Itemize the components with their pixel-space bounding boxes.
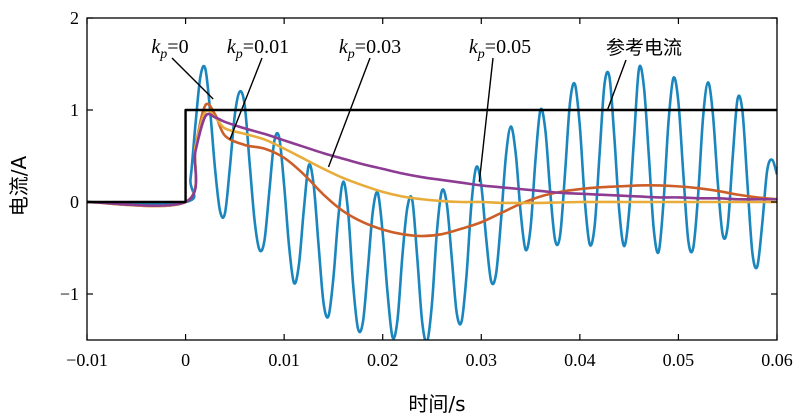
annotation-label: kp=0.05 (469, 36, 531, 62)
x-axis-label: 时间/s (408, 392, 465, 416)
annotations: kp=0 kp=0.01 kp=0.03 kp=0.05 参考电流 (151, 36, 682, 182)
y-tick-label: 1 (70, 100, 79, 120)
x-tick-label: 0.01 (268, 350, 300, 370)
series-line-参考电流 (87, 108, 777, 204)
annotation-leader (229, 57, 263, 140)
annotation-label: kp=0.03 (339, 36, 401, 62)
y-axis-label: 电流/A (7, 155, 31, 216)
annotation-leader (606, 59, 627, 111)
y-tick-label: 0 (70, 192, 79, 212)
annotation-label: 参考电流 (606, 37, 682, 59)
plot-frame (86, 17, 778, 341)
x-tick-label: 0.04 (564, 350, 596, 370)
annotation-leader (327, 57, 371, 168)
x-tick-label: 0.05 (663, 350, 695, 370)
y-tick-label: −1 (60, 284, 79, 304)
x-tick-label: −0.01 (66, 350, 108, 370)
annotation-leader (171, 57, 214, 100)
series-layer (87, 64, 777, 340)
axis-ticks: −0.01 0 0.01 0.02 0.03 0.04 0.05 0.06 −1 0 1 2 (60, 8, 793, 370)
annotation-leader (478, 57, 494, 182)
x-tick-label: 0.03 (466, 350, 498, 370)
annotation-label: kp=0 (151, 36, 188, 62)
series-line-kp=0.03 (87, 108, 777, 208)
annotation-label: kp=0.01 (227, 36, 289, 62)
y-tick-label: 2 (70, 8, 79, 28)
x-tick-label: 0.02 (367, 350, 399, 370)
series-line-kp=0.05 (87, 112, 777, 208)
series-line-kp=0.01 (87, 102, 777, 238)
series-line-kp=0 (87, 64, 777, 340)
x-tick-label: 0 (181, 350, 190, 370)
x-tick-label: 0.06 (761, 350, 793, 370)
